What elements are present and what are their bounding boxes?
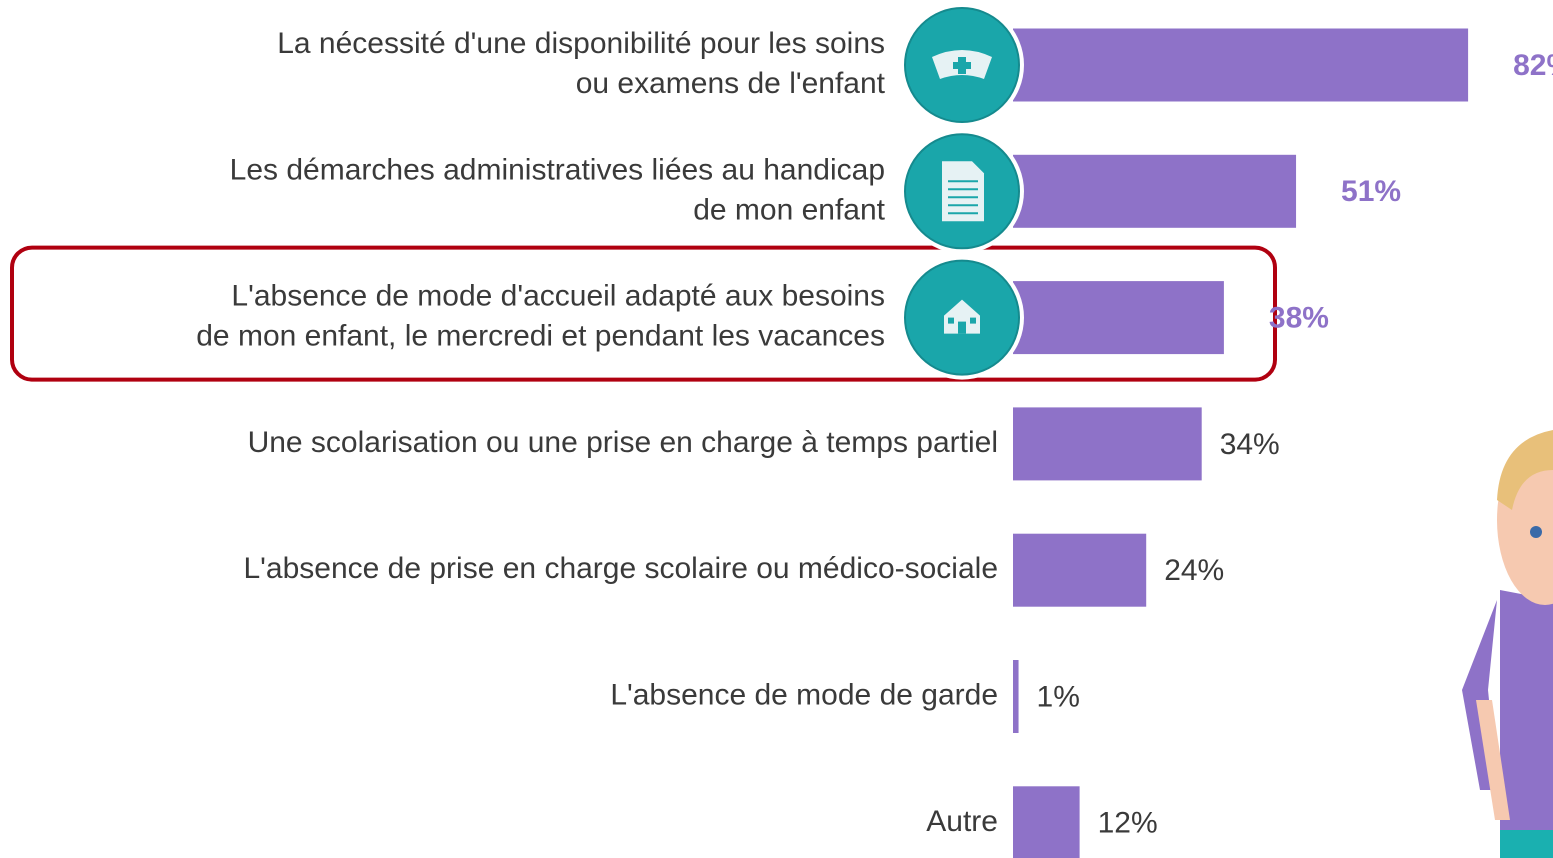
value-label: 38% [1269,302,1329,335]
category-label: L'absence de mode de garde [610,678,998,711]
character-eye [1530,526,1542,538]
bar [1013,281,1224,354]
icon [900,256,1024,380]
category-label: Les démarches administratives liées au h… [230,153,886,226]
value-label: 12% [1098,807,1158,840]
category-label: L'absence de mode d'accueil adapté aux b… [196,280,885,353]
character-pants [1500,830,1553,858]
icon-window [948,318,954,324]
icon [900,3,1024,127]
character [1462,430,1553,858]
icon-door [958,322,966,334]
category-label: L'absence de prise en charge scolaire ou… [244,552,999,585]
bar [1013,660,1019,733]
value-label: 51% [1341,175,1401,208]
category-label: Autre [926,805,998,838]
value-label: 24% [1164,554,1224,587]
bar [1013,29,1468,102]
icon-window [970,318,976,324]
category-label: Une scolarisation ou une prise en charge… [248,426,998,459]
value-label: 1% [1037,680,1080,713]
bar [1013,155,1296,228]
bar [1013,534,1146,607]
chart: La nécessité d'une disponibilité pour le… [0,0,1553,858]
bar [1013,786,1080,858]
page: La nécessité d'une disponibilité pour le… [0,0,1553,858]
bar [1013,407,1202,480]
value-label: 82% [1513,49,1553,82]
icon [900,129,1024,253]
category-label: La nécessité d'une disponibilité pour le… [277,27,885,100]
value-label: 34% [1220,428,1280,461]
